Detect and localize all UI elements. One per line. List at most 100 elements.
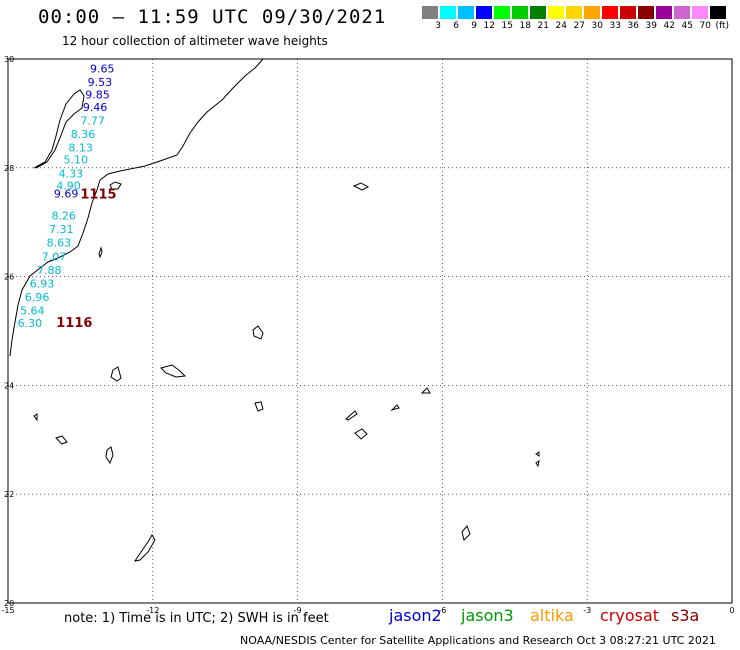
island-p — [133, 534, 156, 562]
swh-value-jason3: 5.10 — [64, 153, 89, 166]
y-tick-label: 26 — [4, 273, 14, 282]
swh-value-jason3: 4.33 — [59, 168, 84, 181]
swh-value-jason3: 8.26 — [51, 209, 76, 222]
colorbar-label: 33 — [609, 21, 621, 31]
swh-value-jason2: 9.69 — [54, 188, 79, 201]
legend-altika: altika — [530, 606, 574, 625]
island-lanzarote — [109, 181, 122, 190]
colorbar-swatch — [476, 6, 493, 19]
swh-value-jason2: 9.65 — [90, 63, 115, 76]
island-h — [254, 401, 264, 412]
island-b — [252, 325, 264, 340]
page-title: 00:00 — 11:59 UTC 09/30/2021 — [38, 6, 387, 28]
colorbar-swatch — [422, 6, 439, 19]
y-tick-label: 24 — [4, 381, 14, 390]
colorbar-label: 18 — [519, 21, 531, 31]
island-f — [55, 435, 68, 445]
pass-number-label: 1115 — [80, 187, 116, 202]
swh-value-jason2: 9.85 — [85, 89, 110, 102]
colorbar-label: 42 — [663, 21, 675, 31]
colorbar-swatch — [566, 6, 583, 19]
swh-value-jason3: 6.96 — [25, 291, 50, 304]
colorbar-swatch — [494, 6, 511, 19]
legend-s3a: s3a — [671, 606, 700, 625]
island-madeira — [33, 89, 85, 169]
legend-cryosat: cryosat — [600, 606, 660, 625]
x-tick-label: 0 — [729, 606, 734, 615]
island-a — [352, 182, 370, 191]
colorbar-label: 15 — [501, 21, 513, 31]
colorbar-label: 70 — [699, 21, 711, 31]
swh-value-jason3: 6.93 — [30, 277, 55, 290]
pass-number-label: 1116 — [56, 316, 92, 331]
island-c — [110, 366, 122, 382]
colorbar-swatch — [584, 6, 601, 19]
colorbar-label: 45 — [681, 21, 693, 31]
swh-value-jason3: 8.63 — [47, 237, 72, 250]
colorbar-label: 21 — [537, 21, 549, 31]
note-text: note: 1) Time is in UTC; 2) SWH is in fe… — [64, 611, 329, 626]
colorbar-label: 36 — [627, 21, 639, 31]
island-e — [33, 413, 38, 422]
x-tick-label: -12 — [146, 606, 159, 615]
colorbar-label: 3 — [435, 21, 441, 31]
island-l — [420, 387, 431, 394]
island-k — [390, 404, 400, 412]
page-subtitle: 12 hour collection of altimeter wave hei… — [62, 34, 328, 48]
island-g — [105, 446, 114, 465]
colorbar-label: 12 — [483, 21, 495, 31]
swh-value-jason3: 7.88 — [37, 264, 62, 277]
y-tick-label: 22 — [4, 490, 14, 499]
legend-jason3: jason3 — [461, 606, 514, 625]
swh-value-jason3: 8.13 — [68, 141, 93, 154]
swh-value-jason3: 6.30 — [18, 317, 43, 330]
colorbar-label: 30 — [591, 21, 603, 31]
swh-value-jason3: 5.64 — [20, 305, 45, 318]
colorbar-swatch — [692, 6, 709, 19]
swh-value-jason3: 7.07 — [42, 250, 67, 263]
colorbar-swatch — [638, 6, 655, 19]
x-tick-label: -15 — [1, 606, 14, 615]
y-tick-label: 30 — [4, 55, 14, 64]
island-d — [160, 364, 187, 378]
colorbar-label: 24 — [555, 21, 567, 31]
y-tick-label: 20 — [4, 599, 14, 608]
colorbar-swatch — [458, 6, 475, 19]
colorbar-swatch — [602, 6, 619, 19]
colorbar-swatch — [548, 6, 565, 19]
legend-jason2: jason2 — [389, 606, 442, 625]
colorbar-label: 9 — [471, 21, 477, 31]
swh-value-jason3: 4.90 — [56, 180, 80, 193]
colorbar-label: 39 — [645, 21, 657, 31]
africa-coast — [9, 58, 264, 357]
island-fuerteventura — [98, 246, 103, 259]
altimeter-tracks: 9.659.539.859.46 9.69 7.778.368.135.10 4.33… — [18, 63, 115, 331]
pass-labels: 1115 1116 — [56, 187, 116, 331]
swh-value-jason2: 9.46 — [83, 101, 108, 114]
swh-value-jason2: 9.53 — [88, 76, 113, 89]
island-i — [345, 410, 358, 421]
colorbar-swatch — [512, 6, 529, 19]
x-tick-label: -3 — [583, 606, 591, 615]
island-n — [535, 459, 540, 468]
colorbar-swatch — [440, 6, 457, 19]
map-frame — [7, 58, 733, 604]
colorbar-swatch — [674, 6, 691, 19]
island-j — [354, 428, 368, 440]
island-m — [535, 451, 540, 457]
y-tick-label: 28 — [4, 164, 14, 173]
colorbar-label: (ft) — [715, 21, 729, 31]
colorbar-swatch — [710, 6, 727, 19]
swh-value-jason3: 8.36 — [71, 128, 96, 141]
colorbar-label: 6 — [453, 21, 459, 31]
swh-value-jason3: 7.77 — [80, 114, 105, 127]
x-tick-label: -9 — [294, 606, 302, 615]
map-grid — [8, 59, 732, 603]
colorbar-swatch — [530, 6, 547, 19]
colorbar-label: 27 — [573, 21, 585, 31]
footer-credit: NOAA/NESDIS Center for Satellite Applica… — [240, 634, 716, 647]
coastline — [9, 58, 540, 562]
swh-value-jason3: 7.31 — [49, 223, 74, 236]
colorbar-swatch — [620, 6, 637, 19]
